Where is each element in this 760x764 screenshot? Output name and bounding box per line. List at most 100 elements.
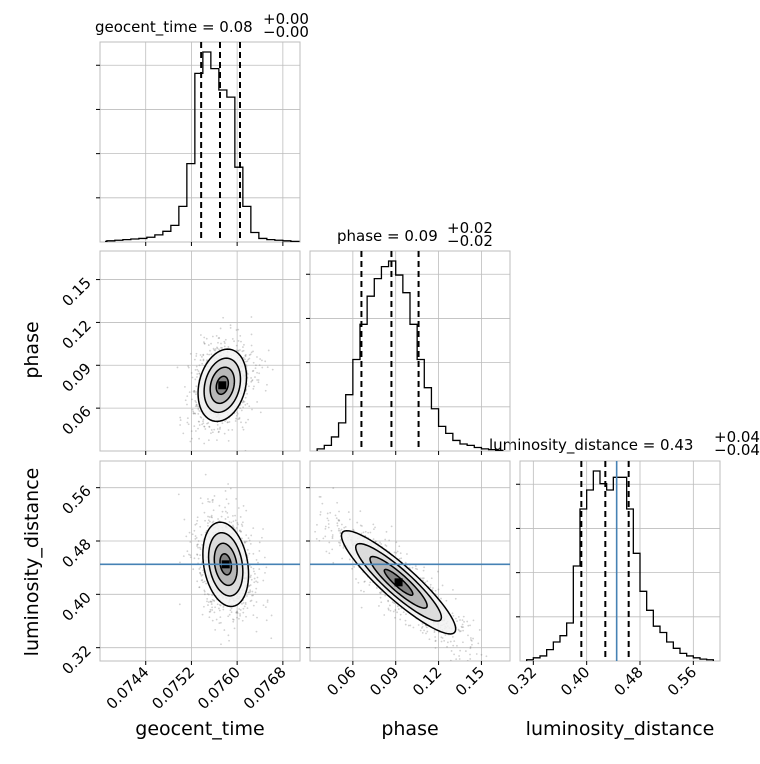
panel-phase-vs-luminosity_distance-sample xyxy=(461,623,464,626)
panel-phase-vs-luminosity_distance-sample xyxy=(461,626,463,629)
panel-geocent_time-vs-phase-sample xyxy=(195,393,197,396)
panel-phase-vs-luminosity_distance-sample xyxy=(318,539,321,542)
panel-geocent_time-vs-phase-sample xyxy=(202,422,205,425)
panel-phase-vs-luminosity_distance-sample xyxy=(462,629,465,632)
panel-phase-vs-luminosity_distance-sample xyxy=(344,525,347,528)
panel-geocent_time-vs-luminosity_distance-sample xyxy=(241,537,243,540)
panel-geocent_time-vs-luminosity_distance-sample xyxy=(199,566,202,569)
panel-phase-vs-luminosity_distance-sample xyxy=(332,561,335,564)
panel-geocent_time-vs-phase-sample xyxy=(250,377,252,379)
panel-phase-vs-luminosity_distance-sample xyxy=(469,624,471,627)
panel-geocent_time-vs-luminosity_distance-sample xyxy=(207,500,210,503)
panel-phase-vs-luminosity_distance-sample xyxy=(341,557,344,560)
panel-geocent_time-vs-phase-sample xyxy=(202,353,205,356)
panel-phase-vs-luminosity_distance-sample xyxy=(326,517,329,520)
panel-phase-vs-luminosity_distance-sample xyxy=(462,626,465,629)
panel-geocent_time-vs-luminosity_distance-sample xyxy=(240,523,243,526)
panel-phase-vs-luminosity_distance-sample xyxy=(455,658,458,661)
panel-phase-vs-luminosity_distance-sample xyxy=(494,662,496,664)
panel-phase-vs-luminosity_distance-sample xyxy=(395,541,398,544)
panel-phase-vs-luminosity_distance-sample xyxy=(404,623,407,626)
panel-geocent_time-vs-phase-sample xyxy=(196,376,198,378)
panel-geocent_time-vs-phase-sample xyxy=(194,368,197,371)
panel-geocent_time-vs-phase-sample xyxy=(237,328,240,331)
panel-phase-vs-luminosity_distance-sample xyxy=(404,619,407,622)
panel-geocent_time-vs-luminosity_distance-sample xyxy=(208,616,211,619)
panel-phase-vs-luminosity_distance-sample xyxy=(359,510,362,513)
panel-geocent_time-vs-luminosity_distance-sample xyxy=(210,516,213,518)
panel-geocent_time-vs-phase-sample xyxy=(202,418,205,421)
panel-geocent_time-vs-luminosity_distance-sample xyxy=(183,518,186,521)
panel-geocent_time-vs-phase-sample xyxy=(241,350,244,353)
panel-phase-vs-luminosity_distance-sample xyxy=(384,538,387,541)
panel-phase-vs-luminosity_distance-sample xyxy=(426,626,428,629)
panel-geocent_time-vs-phase-sample xyxy=(182,432,185,435)
panel-geocent_time-vs-luminosity_distance-sample xyxy=(227,483,230,485)
panel-geocent_time-vs-luminosity_distance-sample xyxy=(211,598,214,601)
panel-geocent_time-vs-phase-sample xyxy=(190,437,193,440)
panel-phase-vs-luminosity_distance-sample xyxy=(324,525,327,528)
panel-geocent_time-vs-phase-sample xyxy=(211,431,214,434)
panel-phase-vs-luminosity_distance-sample xyxy=(426,580,429,583)
panel-geocent_time-vs-phase-sample xyxy=(236,411,239,414)
panel-geocent_time-vs-phase-sample xyxy=(194,400,197,402)
panel-phase-vs-luminosity_distance-sample xyxy=(378,605,380,607)
panel-geocent_time-vs-luminosity_distance-sample xyxy=(255,580,258,583)
panel-phase-vs-luminosity_distance-sample xyxy=(306,514,308,516)
panel-phase-vs-luminosity_distance-sample xyxy=(331,537,334,540)
panel-phase-vs-luminosity_distance-sample xyxy=(332,487,335,489)
panel-geocent_time-vs-luminosity_distance-sample xyxy=(200,574,203,577)
panel-geocent_time-vs-luminosity_distance-sample xyxy=(210,514,213,517)
panel-geocent_time-vs-phase-sample xyxy=(226,421,229,424)
panel-geocent_time-vs-luminosity_distance-sample xyxy=(244,601,247,604)
panel-geocent_time-vs-luminosity_distance-sample xyxy=(245,615,247,618)
panel-phase-vs-luminosity_distance-sample xyxy=(394,609,397,611)
panel-phase-vs-luminosity_distance-sample xyxy=(352,528,355,531)
panel-phase-vs-luminosity_distance-sample xyxy=(452,614,455,617)
panel-geocent_time-vs-luminosity_distance-sample xyxy=(258,550,261,552)
panel-geocent_time-vs-phase-sample xyxy=(192,412,195,415)
panel-geocent_time-vs-luminosity_distance-sample xyxy=(207,601,210,603)
panel-geocent_time-vs-luminosity_distance-sample xyxy=(264,606,267,609)
panel-geocent_time-vs-phase-sample xyxy=(207,422,210,424)
panel-geocent_time-vs-phase-sample xyxy=(188,391,191,394)
panel-geocent_time-vs-phase-sample xyxy=(235,349,238,352)
panel-phase-vs-luminosity_distance-sample xyxy=(369,581,372,584)
panel-geocent_time-vs-luminosity_distance-sample xyxy=(211,609,214,611)
panel-geocent_time-vs-phase-sample xyxy=(236,412,239,415)
panel-geocent_time-vs-luminosity_distance-sample xyxy=(253,581,256,584)
panel-geocent_time-vs-phase-sample xyxy=(203,336,206,339)
panel-phase-vs-luminosity_distance-sample xyxy=(470,639,473,642)
panel-geocent_time-vs-phase-sample xyxy=(186,403,188,406)
panel-phase-vs-luminosity_distance-sample xyxy=(426,630,429,633)
panel-phase-vs-luminosity_distance-sample xyxy=(360,606,363,609)
panel-geocent_time-vs-luminosity_distance-sample xyxy=(211,516,213,519)
panel-geocent_time-vs-phase-sample xyxy=(255,364,257,367)
panel-phase-vs-luminosity_distance-sample xyxy=(336,522,339,525)
panel-phase-vs-luminosity_distance-sample xyxy=(331,548,334,551)
panel-geocent_time-vs-phase-sample xyxy=(227,429,230,431)
panel-phase-vs-luminosity_distance-sample xyxy=(352,529,355,532)
panel-geocent_time-vs-phase-sample xyxy=(198,420,201,423)
panel-phase-vs-luminosity_distance-sample xyxy=(380,590,383,593)
panel-geocent_time-vs-luminosity_distance-sample xyxy=(227,516,229,519)
panel-phase-vs-luminosity_distance-sample xyxy=(314,530,317,533)
panel-phase-vs-luminosity_distance-sample xyxy=(463,620,465,623)
xtick-label-geocent_time: 0.0744 xyxy=(103,663,153,713)
panel-phase-vs-luminosity_distance-sample xyxy=(432,587,434,589)
panel-geocent_time-vs-luminosity_distance-sample xyxy=(199,548,202,551)
panel-phase-vs-luminosity_distance-sample xyxy=(355,578,357,580)
panel-geocent_time-vs-phase-sample xyxy=(193,358,196,361)
panel-phase-vs-luminosity_distance-sample xyxy=(421,627,423,629)
panel-geocent_time-vs-luminosity_distance-sample xyxy=(243,541,246,544)
panel-phase-vs-luminosity_distance-sample xyxy=(434,640,437,643)
panel-geocent_time-vs-luminosity_distance-sample xyxy=(218,622,221,625)
panel-phase-vs-luminosity_distance-sample xyxy=(398,557,401,560)
panel-phase-vs-luminosity_distance-sample xyxy=(397,608,400,610)
panel-phase-vs-luminosity_distance-sample xyxy=(469,658,472,660)
panel-geocent_time-vs-luminosity_distance-sample xyxy=(208,501,211,503)
panel-geocent_time-vs-luminosity_distance-sample xyxy=(213,611,216,614)
panel-geocent_time-vs-phase-sample xyxy=(247,418,250,421)
panel-geocent_time-vs-luminosity_distance-sample xyxy=(251,594,253,597)
panel-geocent_time-vs-luminosity_distance-sample xyxy=(196,516,199,519)
